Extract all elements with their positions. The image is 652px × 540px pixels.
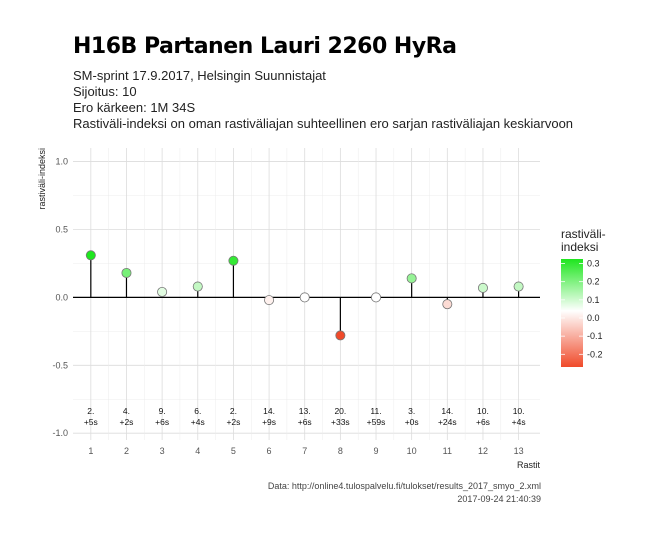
- x-axis-label: Rastit: [517, 460, 541, 470]
- y-tick-label: 0.5: [55, 224, 68, 234]
- x-tick-label: 2: [124, 446, 129, 456]
- data-point: [371, 292, 382, 303]
- legend-tick-label: -0.2: [587, 349, 603, 359]
- legend-title: rastiväli-: [561, 227, 606, 241]
- x-tick-label: 7: [302, 446, 307, 456]
- placement-label: 14.: [263, 406, 275, 416]
- placement-label: 13.: [299, 406, 311, 416]
- data-point: [442, 299, 453, 310]
- y-tick-label: 0.0: [55, 292, 68, 302]
- legend-title: indeksi: [561, 240, 598, 254]
- legend-tick-label: 0.2: [587, 277, 600, 287]
- data-point: [513, 281, 524, 292]
- split-time-label: +5s: [84, 417, 98, 427]
- split-time-label: +6s: [298, 417, 312, 427]
- placement-label: 6.: [194, 406, 201, 416]
- y-tick-label: -1.0: [52, 428, 68, 438]
- data-point: [477, 282, 488, 293]
- y-tick-label: 1.0: [55, 157, 68, 167]
- placement-label: 2.: [230, 406, 237, 416]
- placement-label: 3.: [408, 406, 415, 416]
- y-tick-label: -0.5: [52, 360, 68, 370]
- placement-label: 20.: [334, 406, 346, 416]
- x-tick-label: 3: [160, 446, 165, 456]
- placement-label: 9.: [159, 406, 166, 416]
- data-point: [264, 295, 275, 306]
- split-time-label: +4s: [191, 417, 205, 427]
- legend-tick-label: 0.0: [587, 313, 600, 323]
- x-tick-label: 5: [231, 446, 236, 456]
- x-tick-label: 11: [443, 446, 452, 456]
- data-point: [121, 267, 132, 278]
- split-time-label: +6s: [155, 417, 169, 427]
- placement-label: 2.: [87, 406, 94, 416]
- x-tick-label: 10: [407, 446, 417, 456]
- data-point: [299, 292, 310, 303]
- axes: 1.00.50.0-0.5-1.01 2 3 4 5 6 7 8 9 10 11 12 13Rastit…: [37, 148, 540, 470]
- placement-label: 14.: [441, 406, 453, 416]
- split-time-label: +9s: [262, 417, 276, 427]
- grid: [73, 148, 540, 440]
- legend-tick-label: -0.1: [587, 331, 603, 341]
- data-point: [228, 255, 239, 266]
- x-tick-label: 1: [88, 446, 93, 456]
- x-tick-label: 9: [374, 446, 379, 456]
- points: [85, 250, 524, 341]
- placement-label: 10.: [513, 406, 525, 416]
- split-time-label: +2s: [226, 417, 240, 427]
- split-time-label: +2s: [119, 417, 133, 427]
- data-source: Data: http://online4.tulospalvelu.fi/tul…: [267, 481, 541, 491]
- data-point: [157, 286, 168, 297]
- legend-tick-label: 0.3: [587, 259, 600, 269]
- chart-title: H16B Partanen Lauri 2260 HyRa: [73, 34, 457, 59]
- split-time-label: +59s: [367, 417, 386, 427]
- placement-label: 11.: [370, 406, 381, 416]
- x-tick-label: 12: [478, 446, 488, 456]
- split-time-label: +0s: [405, 417, 419, 427]
- timestamp: 2017-09-24 21:40:39: [457, 494, 541, 504]
- data-point: [406, 273, 417, 284]
- legend-tick-label: 0.1: [587, 295, 600, 305]
- y-axis-label: rastiväli-indeksi: [37, 148, 47, 210]
- subtitle-line: SM-sprint 17.9.2017, Helsingin Suunnista…: [73, 68, 326, 83]
- data-point: [335, 330, 346, 341]
- placement-label: 4.: [123, 406, 130, 416]
- subtitle-line: Rastiväli-indeksi on oman rastiväliajan …: [73, 116, 574, 131]
- placement-label: 10.: [477, 406, 489, 416]
- x-tick-label: 6: [267, 446, 272, 456]
- x-tick-label: 4: [195, 446, 200, 456]
- subtitle-line: Ero kärkeen: 1M 34S: [73, 100, 196, 115]
- data-point: [192, 281, 203, 292]
- x-tick-label: 8: [338, 446, 343, 456]
- legend-colorbar: [561, 259, 583, 367]
- x-tick-label: 13: [514, 446, 524, 456]
- data-point: [85, 250, 96, 261]
- split-time-label: +24s: [438, 417, 457, 427]
- point-labels: 2.+5s4.+2s9.+6s6.+4s2.+2s14.+9s13.+6s20.…: [84, 406, 526, 427]
- split-time-label: +33s: [331, 417, 350, 427]
- legend: rastiväli-indeksi 0.3 0.2 0.1 0.0 -0.1 -0.2: [561, 227, 606, 367]
- subtitle-line: Sijoitus: 10: [73, 84, 137, 99]
- split-time-label: +6s: [476, 417, 490, 427]
- split-time-label: +4s: [512, 417, 526, 427]
